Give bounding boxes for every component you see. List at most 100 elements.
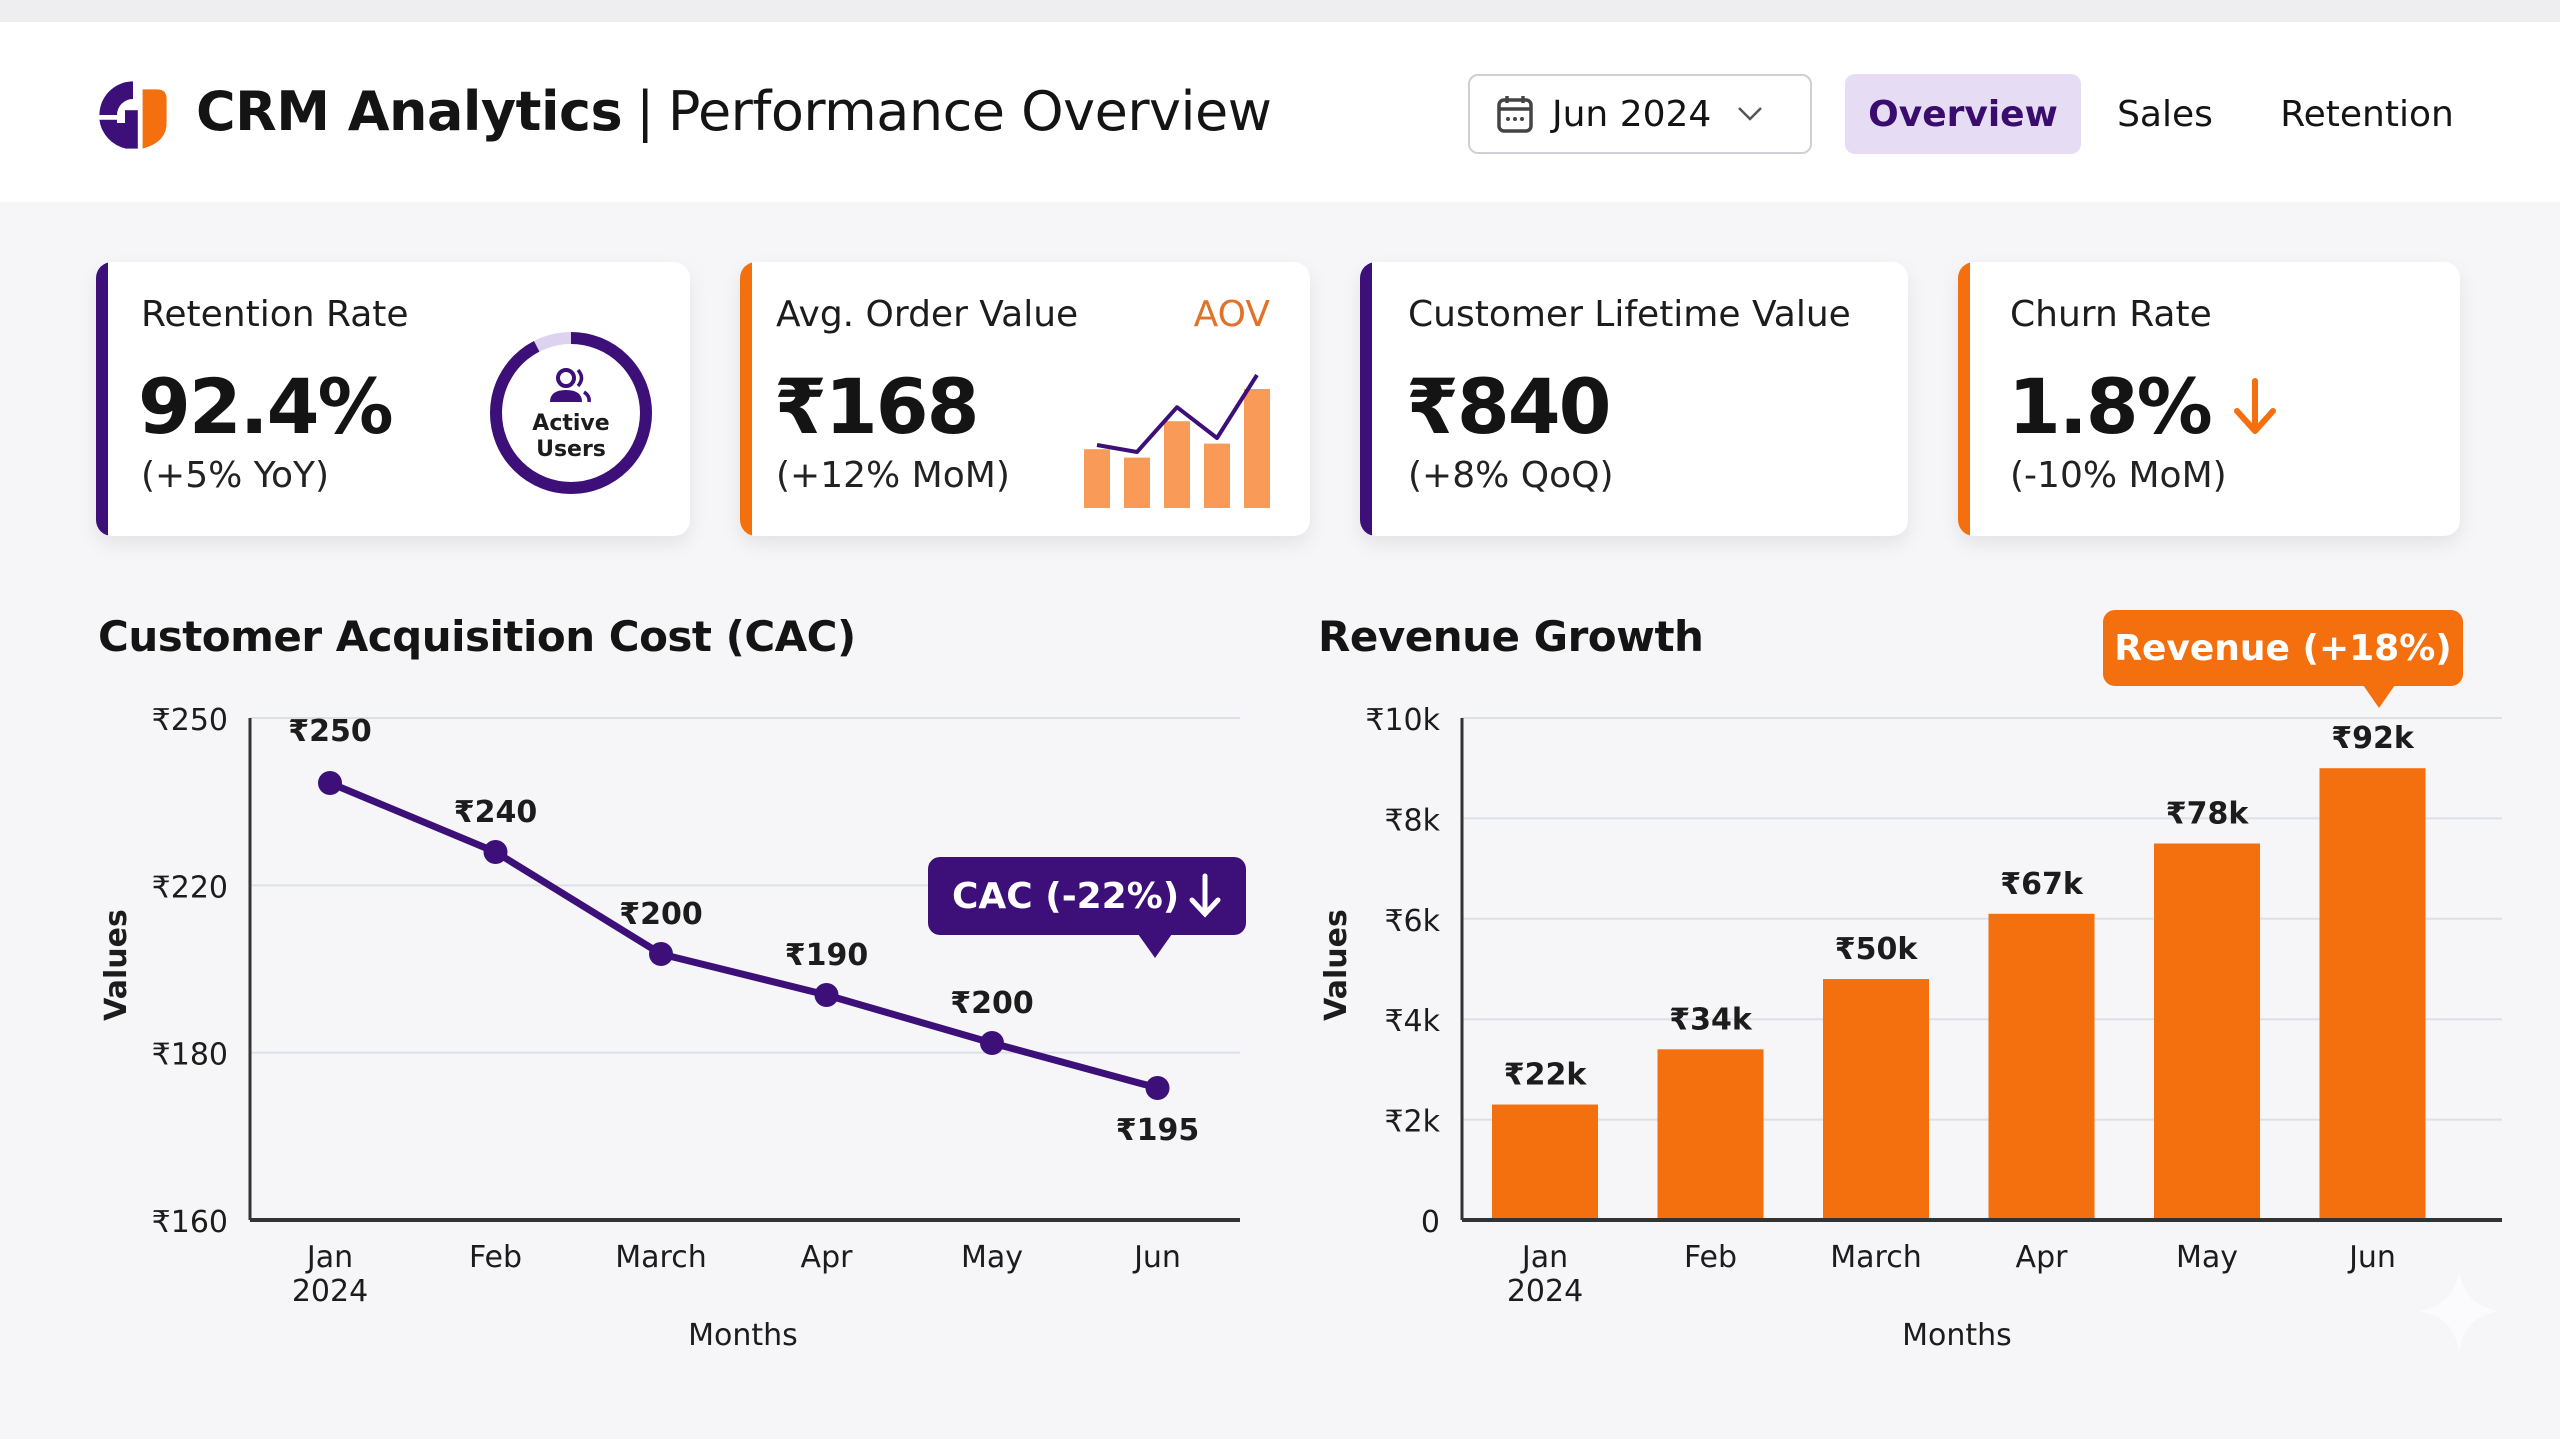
callout-box [2103,610,2463,686]
x-tick-label: Feb [1684,1240,1737,1275]
card-accent-bar [740,262,752,536]
date-filter-value: Jun 2024 [1552,93,1712,135]
arrow-down-icon [2233,377,2276,434]
title-separator: | [636,80,654,143]
cac-data-label: ₹250 [288,714,372,749]
x-tick-label: May [961,1240,1023,1275]
kpi-delta: (+12% MoM) [776,455,1010,496]
callout-pointer [1138,934,1172,958]
x-tick-label: 2024 [1507,1274,1583,1309]
cac-data-point [1145,1076,1170,1100]
x-axis-title: Months [688,1318,798,1353]
card-accent-bar [1360,262,1372,536]
kpi-card-customer-lifetime-value: Customer Lifetime Value ₹840 (+8% QoQ) [1360,262,1908,536]
callout-text: CAC (-22%) [952,876,1179,917]
cac-data-point [649,942,673,966]
aov-tag: AOV [1193,294,1270,335]
callout-pointer [2363,685,2395,708]
aov-sparkline [1084,373,1270,508]
sparkle-watermark-icon [2418,1270,2500,1352]
kpi-card-avg-order-value: Avg. Order Value AOV ₹168 (+12% MoM) [740,262,1310,536]
cac-data-label: ₹200 [950,986,1034,1021]
kpi-card-churn-rate: Churn Rate 1.8% (-10% MoM) [1958,262,2460,536]
arrow-head [1189,897,1221,918]
churn-value: 1.8% [2008,362,2213,451]
ring-progress-arc [490,332,652,494]
revenue-bar-chart: 0 ₹2k ₹4k ₹6k ₹8k ₹10k Values Months ₹22k Jan2024… [1319,610,2502,1353]
card-accent-bar [1958,262,1970,536]
tab-overview[interactable]: Overview [1845,74,2081,154]
card-accent-bar [96,262,108,536]
x-tick-label: Jan [1520,1240,1568,1275]
kpi-delta: (+8% QoQ) [1408,455,1614,496]
cac-data-label: ₹190 [785,938,869,973]
cac-series-line [328,779,1159,1092]
cac-data-point [980,1031,1004,1055]
cac-data-point [814,983,839,1007]
x-tick-label: March [1830,1240,1921,1275]
date-filter-select[interactable]: Jun 2024 [1468,74,1812,154]
revenue-bar [1657,1049,1764,1220]
x-tick-label: 2024 [292,1274,368,1309]
revenue-bar [2319,768,2426,1220]
cac-line-chart: ₹250 ₹220 ₹180 ₹160 Values Months ₹250 ₹240 ₹200… [99,703,1246,1353]
arrow-down-icon [1189,873,1221,918]
kpi-delta: (-10% MoM) [2010,455,2227,496]
page-title: CRM Analytics | Performance Overview [196,80,1272,143]
active-users-ring: Active Users [490,332,652,494]
revenue-bar [1823,979,1929,1220]
sparkline-bar [1124,457,1150,508]
sparkline-bar [1084,449,1110,508]
sparkline-bar [1204,443,1230,508]
sparkline-line [1096,373,1259,454]
users-icon [550,368,591,403]
badge-line-2: Users [536,437,606,462]
revenue-data-label: ₹34k [1669,1002,1753,1037]
crm-logo-icon [99,81,167,149]
y-tick-label: ₹6k [1384,904,1440,939]
revenue-chart-title: Revenue Growth [1318,612,1704,661]
x-tick-label: Jun [1132,1240,1181,1275]
cac-data-point [483,840,508,864]
chevron-down-icon [1738,107,1763,121]
cac-annotation-callout: CAC (-22%) [928,857,1246,958]
revenue-annotation-callout: Revenue (+18%) [2103,610,2463,708]
sparkline-bar [1244,389,1270,508]
y-tick-label: ₹180 [152,1038,228,1073]
tab-sales[interactable]: Sales [2117,93,2213,135]
y-tick-label: ₹250 [152,703,228,738]
y-axis-title: Values [1319,909,1354,1021]
x-tick-label: Jan [305,1240,353,1275]
tab-retention[interactable]: Retention [2280,93,2454,135]
callout-box [928,857,1246,935]
x-tick-label: March [615,1240,706,1275]
revenue-data-label: ₹50k [1835,932,1919,967]
x-tick-label: Jun [2347,1240,2396,1275]
kpi-label: Avg. Order Value [776,294,1079,335]
y-tick-label: ₹160 [152,1205,228,1240]
cac-data-label: ₹240 [454,795,538,830]
y-tick-label: ₹10k [1365,703,1440,738]
kpi-label: Customer Lifetime Value [1408,294,1851,335]
revenue-bar [2154,843,2260,1220]
revenue-data-label: ₹78k [2166,797,2250,832]
cac-chart-title: Customer Acquisition Cost (CAC) [98,612,856,661]
kpi-value: 1.8% [2008,362,2281,451]
y-tick-label: ₹8k [1384,803,1440,838]
kpi-value: 92.4% [138,362,394,451]
x-tick-label: Feb [469,1240,522,1275]
x-tick-label: Apr [801,1240,854,1275]
callout-text: Revenue (+18%) [2114,628,2451,669]
page-subtitle: Performance Overview [667,80,1272,143]
revenue-bar [1492,1104,1598,1220]
calendar-icon [1497,96,1533,133]
y-tick-label: ₹4k [1384,1004,1440,1039]
cac-data-label: ₹195 [1116,1113,1200,1148]
x-tick-label: Apr [2016,1240,2069,1275]
kpi-value: ₹840 [1406,362,1612,451]
cac-data-label: ₹200 [619,897,703,932]
kpi-label: Retention Rate [141,294,409,335]
revenue-data-label: ₹67k [2000,867,2084,902]
kpi-value: ₹168 [774,362,980,451]
cac-data-point [318,771,342,795]
